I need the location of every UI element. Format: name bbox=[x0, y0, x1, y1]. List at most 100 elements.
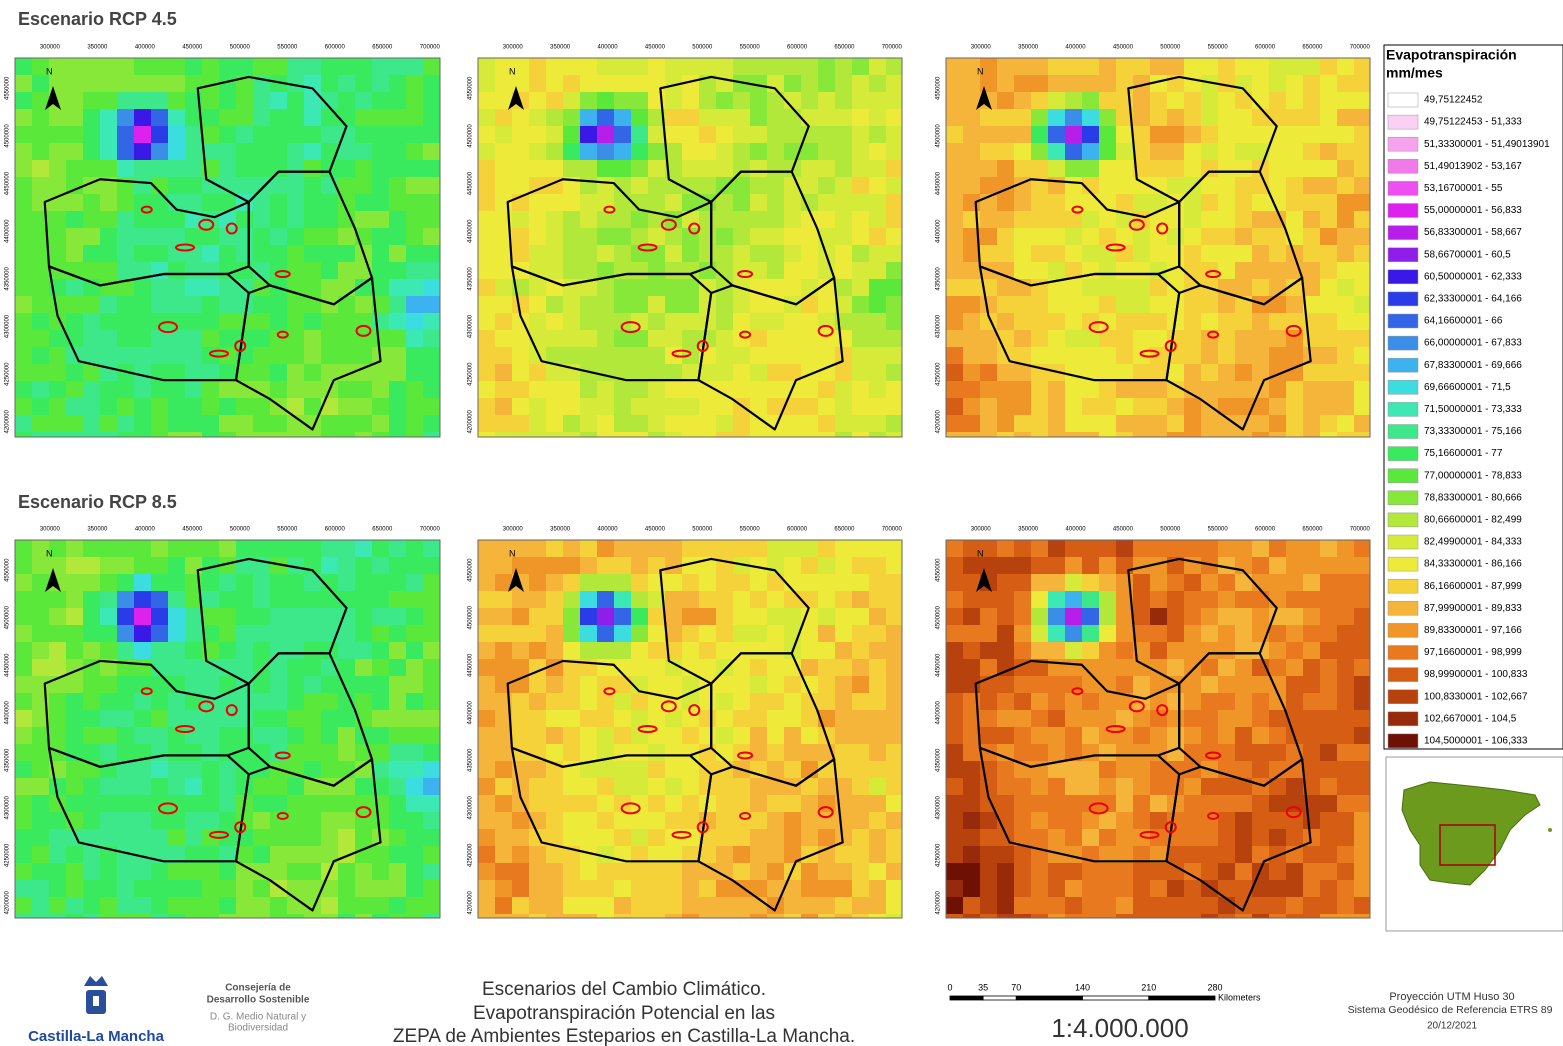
y-coordinate-label: 4500000 bbox=[468, 124, 474, 148]
raster-cell bbox=[1337, 693, 1355, 711]
raster-cell bbox=[682, 364, 700, 382]
zepa-area bbox=[603, 205, 616, 214]
raster-cell bbox=[304, 710, 322, 728]
raster-cell bbox=[1099, 778, 1117, 796]
raster-cell bbox=[801, 812, 819, 830]
raster-cell bbox=[321, 812, 339, 830]
x-coordinate-label: 350000 bbox=[87, 527, 108, 533]
raster-cell bbox=[202, 194, 220, 212]
raster-cell bbox=[355, 761, 373, 779]
raster-cell bbox=[134, 381, 152, 399]
raster-cell bbox=[563, 812, 581, 830]
raster-cell bbox=[546, 432, 564, 437]
raster-cell bbox=[563, 262, 581, 280]
raster-cell bbox=[168, 313, 186, 331]
raster-cell bbox=[100, 92, 118, 110]
raster-cell bbox=[236, 160, 254, 178]
raster-cell bbox=[980, 710, 998, 728]
raster-cell bbox=[338, 262, 356, 280]
raster-cell bbox=[963, 829, 981, 847]
province-boundary bbox=[1165, 276, 1312, 431]
raster-cell bbox=[1167, 245, 1185, 263]
raster-cell bbox=[32, 347, 50, 365]
raster-cell bbox=[852, 296, 870, 314]
raster-cell bbox=[304, 347, 322, 365]
raster-cell bbox=[648, 880, 666, 898]
raster-cell bbox=[980, 744, 998, 762]
raster-cell bbox=[682, 109, 700, 127]
raster-cell bbox=[270, 795, 288, 813]
raster-cell bbox=[784, 727, 802, 745]
raster-cell bbox=[406, 557, 424, 575]
raster-cell bbox=[1099, 693, 1117, 711]
zepa-area bbox=[1164, 340, 1177, 353]
raster-cell bbox=[767, 812, 785, 830]
raster-cell bbox=[1014, 846, 1032, 864]
raster-cell bbox=[1252, 880, 1270, 898]
raster-cell bbox=[423, 228, 440, 246]
raster-cell bbox=[750, 194, 768, 212]
raster-cell bbox=[997, 126, 1015, 144]
raster-cell bbox=[32, 381, 50, 399]
raster-cell bbox=[716, 211, 734, 229]
raster-cell bbox=[185, 812, 203, 830]
raster-cell bbox=[1150, 795, 1168, 813]
raster-cell bbox=[1048, 109, 1066, 127]
raster-cell bbox=[321, 744, 339, 762]
raster-cell bbox=[1218, 262, 1236, 280]
raster-cell bbox=[168, 659, 186, 677]
legend-swatch bbox=[1387, 512, 1419, 528]
raster-cell bbox=[750, 812, 768, 830]
raster-cell bbox=[66, 642, 84, 660]
raster-cell bbox=[1354, 744, 1370, 762]
raster-cell bbox=[338, 829, 356, 847]
raster-cell bbox=[117, 415, 135, 433]
raster-cell bbox=[963, 574, 981, 592]
raster-cell bbox=[886, 727, 902, 745]
raster-cell bbox=[1082, 313, 1100, 331]
raster-cell bbox=[304, 642, 322, 660]
raster-cell bbox=[338, 897, 356, 915]
raster-cell bbox=[1116, 795, 1134, 813]
raster-cell bbox=[546, 795, 564, 813]
raster-cell bbox=[1269, 262, 1287, 280]
raster-cell bbox=[1303, 92, 1321, 110]
raster-cell bbox=[1337, 897, 1355, 915]
raster-cell bbox=[355, 642, 373, 660]
y-coordinate-label: 4300000 bbox=[468, 314, 474, 338]
raster-cell bbox=[580, 415, 598, 433]
raster-cell bbox=[1167, 744, 1185, 762]
raster-cell bbox=[1320, 381, 1338, 399]
raster-cell bbox=[852, 574, 870, 592]
raster-cell bbox=[15, 608, 33, 626]
raster-cell bbox=[767, 143, 785, 161]
raster-cell bbox=[980, 160, 998, 178]
raster-cell bbox=[1252, 812, 1270, 830]
raster-cell bbox=[682, 245, 700, 263]
raster-cell bbox=[355, 126, 373, 144]
raster-cell bbox=[1184, 296, 1202, 314]
zepa-area bbox=[158, 321, 178, 334]
legend-label: 77,00000001 - 78,833 bbox=[1424, 470, 1522, 481]
raster-cell bbox=[287, 540, 305, 558]
raster-cell bbox=[750, 608, 768, 626]
raster-cell bbox=[15, 812, 33, 830]
raster-cell bbox=[32, 676, 50, 694]
raster-cell bbox=[529, 761, 547, 779]
raster-cell bbox=[801, 415, 819, 433]
raster-cell bbox=[1184, 540, 1202, 558]
raster-cell bbox=[1150, 398, 1168, 416]
raster-cell bbox=[495, 262, 513, 280]
raster-cell bbox=[219, 296, 237, 314]
raster-cell bbox=[32, 880, 50, 898]
raster-cell bbox=[321, 432, 339, 437]
scale-segment bbox=[949, 995, 984, 1001]
raster-cell bbox=[1218, 642, 1236, 660]
raster-cell bbox=[1286, 211, 1304, 229]
raster-cell bbox=[716, 591, 734, 609]
raster-cell bbox=[784, 761, 802, 779]
raster-cell bbox=[304, 432, 322, 437]
raster-cell bbox=[185, 795, 203, 813]
raster-cell bbox=[784, 880, 802, 898]
raster-cell bbox=[1354, 262, 1370, 280]
